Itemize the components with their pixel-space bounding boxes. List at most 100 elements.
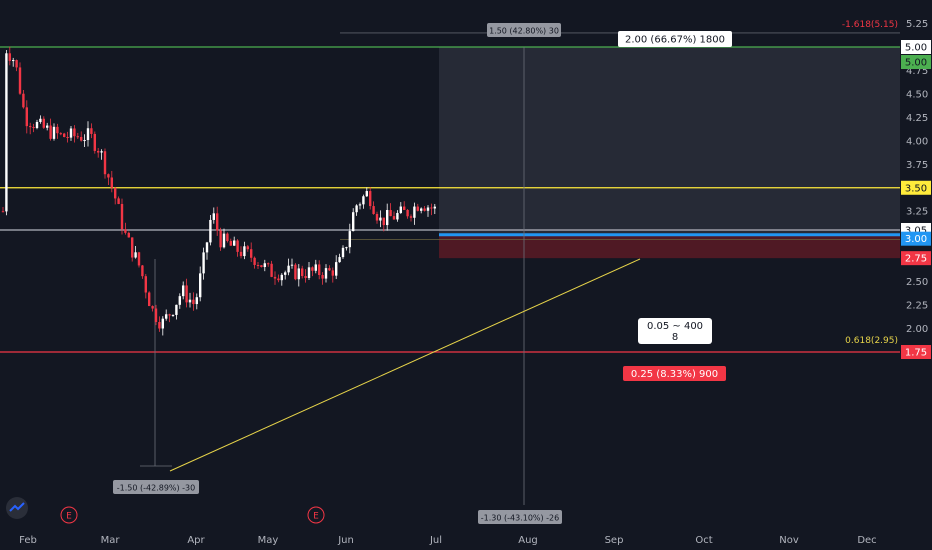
candle-body xyxy=(195,297,198,305)
candle-body xyxy=(226,233,229,242)
candle-body xyxy=(406,209,409,217)
candle-body xyxy=(338,257,341,263)
entry-label-box xyxy=(638,318,712,344)
candle-body xyxy=(93,133,96,151)
candle-body xyxy=(117,198,120,204)
yellow-level-tag xyxy=(901,180,931,195)
entry-label-line2: 8 xyxy=(672,332,678,343)
candle-body xyxy=(32,127,35,129)
candle-body xyxy=(22,93,25,108)
candle-body xyxy=(97,150,100,153)
tradingview-logo-icon[interactable] xyxy=(6,497,28,519)
candle-body xyxy=(277,278,280,281)
candle-body xyxy=(297,268,300,280)
candle-body xyxy=(73,128,76,137)
candle-body xyxy=(372,206,375,214)
candle-body xyxy=(236,240,239,252)
candle-body xyxy=(5,53,8,212)
position-labels: 1.50 (42.80%) 30 -1.30 (-43.10%) -26 -1.50… xyxy=(113,20,898,524)
candle-body xyxy=(188,299,192,303)
candle-body xyxy=(29,126,32,128)
candle-body xyxy=(52,126,56,139)
candle-body xyxy=(273,276,277,279)
candle-body xyxy=(158,322,161,329)
candle-body xyxy=(280,274,283,281)
candle-body xyxy=(396,212,399,220)
earnings-marker-text: E xyxy=(313,512,319,522)
target-label-box xyxy=(618,31,732,47)
candle-body xyxy=(124,229,127,233)
candle-body xyxy=(131,237,134,258)
target-top-tag-text: 5.00 xyxy=(905,43,927,54)
candle-body xyxy=(362,196,365,205)
candle-body xyxy=(250,249,253,258)
candle-body xyxy=(171,314,175,316)
candle-body xyxy=(324,268,328,279)
measure-tools[interactable] xyxy=(140,47,525,505)
candle-body xyxy=(49,125,52,139)
earnings-marker[interactable] xyxy=(60,506,78,524)
measure-left-label-box xyxy=(113,480,199,494)
candle-body xyxy=(219,230,222,248)
candle-body xyxy=(392,216,396,220)
candle-body xyxy=(120,203,124,230)
candle-body xyxy=(290,264,294,266)
candle-body xyxy=(369,191,372,207)
measure-top-label-text: 1.50 (42.80%) 30 xyxy=(489,27,559,36)
candle-body xyxy=(209,219,212,243)
candle-body xyxy=(151,306,154,309)
red-level-tag-text: 1.75 xyxy=(905,348,927,359)
y-tick-label: 2.00 xyxy=(906,324,928,335)
x-tick-jul: Jul xyxy=(429,535,442,546)
candle-body xyxy=(304,276,307,278)
blue-level-tag xyxy=(901,231,931,246)
earnings-marker-text: E xyxy=(66,512,72,522)
candle-body xyxy=(399,206,402,213)
candle-body xyxy=(256,264,260,266)
candle-body xyxy=(246,246,249,250)
earnings-marker[interactable] xyxy=(307,506,325,524)
candle-body xyxy=(103,151,107,175)
x-tick-jun: Jun xyxy=(337,535,354,546)
candle-body xyxy=(46,125,49,128)
candle-body xyxy=(284,272,287,275)
candle-body xyxy=(216,213,219,231)
x-tick-aug: Aug xyxy=(518,535,538,546)
candle-body xyxy=(25,107,28,127)
target-label-text: 2.00 (66.67%) 1800 xyxy=(625,35,725,46)
candle-body xyxy=(426,207,430,211)
white-level-tag-text: 3.05 xyxy=(905,226,927,237)
x-tick-nov: Nov xyxy=(779,535,799,546)
candle-body xyxy=(314,264,317,271)
candle-body xyxy=(345,247,348,249)
candle-body xyxy=(18,67,22,94)
blue-level-tag-text: 3.00 xyxy=(905,234,927,245)
candle-body xyxy=(375,213,379,221)
candle-body xyxy=(39,118,42,122)
candle-body xyxy=(243,246,246,257)
y-axis: 5.255.004.754.504.254.003.753.503.253.00… xyxy=(901,19,931,359)
trendline[interactable] xyxy=(169,258,641,472)
candle-body xyxy=(260,265,263,268)
ascending-trendline[interactable] xyxy=(169,258,641,472)
candle-body xyxy=(12,60,15,62)
candle-body xyxy=(182,285,185,297)
y-tick-label: 4.75 xyxy=(906,66,928,77)
candle-body xyxy=(86,128,90,141)
candle-body xyxy=(348,231,351,248)
candle-body xyxy=(263,263,266,268)
candle-body xyxy=(222,233,226,248)
candle-body xyxy=(413,206,416,218)
candle-body xyxy=(127,232,130,238)
candle-body xyxy=(110,177,113,188)
candle-body xyxy=(233,240,236,246)
candle-body xyxy=(335,262,338,276)
candle-body xyxy=(416,206,419,211)
measure-left-label-text: -1.50 (-42.89%) -30 xyxy=(117,484,195,493)
red-level-tag xyxy=(901,345,931,359)
yellow-level-tag-text: 3.50 xyxy=(905,183,927,194)
candle-body xyxy=(148,292,151,307)
x-tick-feb: Feb xyxy=(19,535,37,546)
candle-body xyxy=(389,210,392,217)
